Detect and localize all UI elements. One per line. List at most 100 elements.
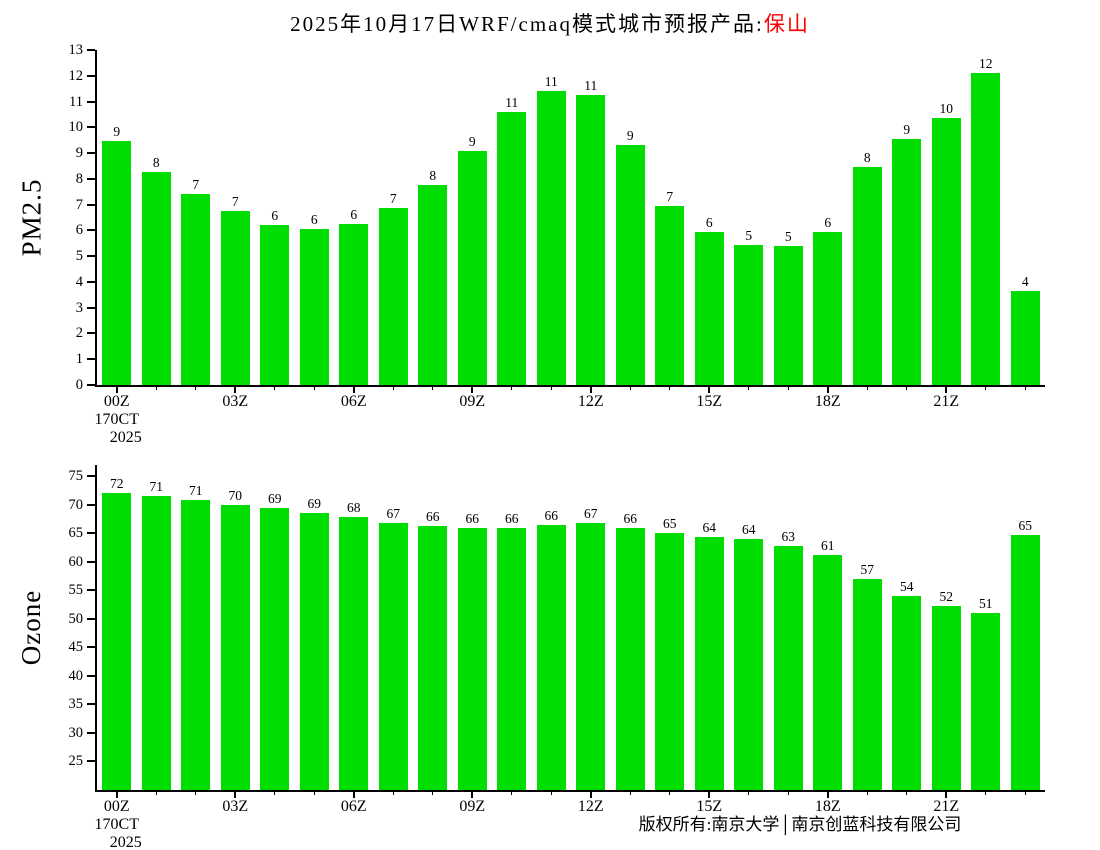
x-axis-minor-tick [274, 790, 276, 795]
x-tick-label: 18Z [814, 798, 841, 815]
bar-value-label: 11 [544, 74, 558, 90]
bar [852, 167, 882, 385]
start-date-line2: 2025 [109, 429, 142, 446]
y-axis-tick [87, 703, 95, 706]
bar [1010, 290, 1040, 385]
bar-value-label: 9 [113, 124, 121, 140]
y-tick-label: 4 [75, 273, 83, 290]
bar-value-label: 71 [149, 479, 164, 495]
bar-value-label: 65 [1018, 517, 1033, 533]
bar-value-label: 68 [347, 500, 361, 516]
x-axis [95, 385, 1045, 387]
x-axis-major-tick [352, 790, 355, 798]
ozone-axis-title: Ozone [16, 589, 47, 666]
x-axis-major-tick [826, 385, 829, 393]
bar [457, 527, 487, 790]
bar [931, 118, 961, 385]
x-axis-minor-tick [1024, 790, 1026, 795]
bar [102, 492, 132, 790]
bar [615, 145, 645, 385]
x-axis-minor-tick [511, 385, 513, 390]
x-axis-major-tick [589, 790, 592, 798]
bar-value-label: 4 [1021, 273, 1029, 289]
bar [497, 111, 527, 385]
bar [694, 536, 724, 790]
y-axis-tick [87, 306, 95, 309]
bar [536, 525, 566, 790]
y-axis-tick [87, 503, 95, 506]
bar-value-label: 61 [821, 537, 835, 553]
y-axis [95, 465, 97, 792]
x-tick-label: 21Z [933, 798, 960, 815]
bar-value-label: 72 [110, 475, 124, 491]
x-tick-label: 18Z [814, 393, 841, 410]
x-axis-minor-tick [985, 790, 987, 795]
start-date-line2: 2025 [109, 834, 142, 850]
bar-value-label: 66 [426, 509, 440, 524]
y-tick-label: 2 [75, 325, 83, 342]
start-date-line1: 170CT [94, 411, 139, 428]
x-axis-minor-tick [195, 790, 197, 795]
bar-value-label: 67 [584, 506, 598, 522]
y-tick-label: 60 [68, 553, 84, 570]
y-tick-label: 65 [68, 525, 84, 542]
x-tick-label: 09Z [459, 798, 486, 815]
bar [852, 579, 882, 790]
x-tick-label: 15Z [696, 393, 723, 410]
bar-value-label: 11 [584, 78, 598, 94]
bar-value-label: 54 [900, 579, 914, 595]
bar [339, 223, 369, 385]
y-tick-label: 45 [68, 639, 84, 656]
bar [418, 185, 448, 385]
bar-value-label: 69 [307, 495, 322, 511]
x-axis-minor-tick [392, 385, 394, 390]
bar [892, 596, 922, 790]
bar [181, 194, 211, 385]
bar-value-label: 9 [626, 128, 634, 144]
x-axis-minor-tick [866, 790, 868, 795]
pm25-chart: PM2.5 0 1 2 3 4 5 6 7 8 9 10 11 12 13 9 8 7 7 6 6 6 7 8 9 11 11 11… [0, 42, 1100, 450]
bar [181, 500, 211, 790]
y-axis-tick [87, 203, 95, 206]
y-axis-tick [87, 475, 95, 478]
y-axis-tick [87, 760, 95, 763]
bar [536, 91, 566, 385]
bar [418, 526, 448, 790]
x-axis-minor-tick [392, 790, 394, 795]
y-axis [95, 50, 97, 387]
x-axis-minor-tick [155, 385, 157, 390]
x-tick-label: 21Z [933, 393, 960, 410]
y-tick-label: 7 [75, 196, 83, 213]
y-axis-tick [87, 589, 95, 592]
y-tick-label: 55 [68, 582, 84, 599]
x-axis-minor-tick [748, 790, 750, 795]
x-axis-minor-tick [274, 385, 276, 390]
x-tick-label: 06Z [340, 393, 367, 410]
bar [260, 225, 290, 385]
y-axis-tick [87, 152, 95, 155]
x-axis-minor-tick [1024, 385, 1026, 390]
y-axis-tick [87, 617, 95, 620]
x-tick-label: 15Z [696, 798, 723, 815]
x-tick-label: 12Z [577, 393, 604, 410]
x-axis-minor-tick [313, 790, 315, 795]
y-tick-label: 12 [68, 67, 84, 84]
x-tick-label: 00Z [103, 393, 130, 410]
y-tick-label: 13 [68, 42, 84, 58]
page-title-city: 保山 [763, 12, 810, 36]
x-axis-minor-tick [432, 385, 434, 390]
x-axis-major-tick [234, 385, 237, 393]
y-axis-tick [87, 126, 95, 129]
bar-value-label: 9 [468, 133, 476, 149]
x-tick-label: 03Z [222, 798, 249, 815]
x-tick-label: 09Z [459, 393, 486, 410]
bar-value-label: 8 [429, 168, 437, 184]
x-axis-major-tick [826, 790, 829, 798]
bar [457, 150, 487, 385]
y-axis-tick [87, 560, 95, 563]
y-tick-label: 9 [75, 145, 83, 162]
bar [378, 522, 408, 790]
y-axis-tick [87, 358, 95, 361]
bar-value-label: 70 [228, 487, 243, 503]
